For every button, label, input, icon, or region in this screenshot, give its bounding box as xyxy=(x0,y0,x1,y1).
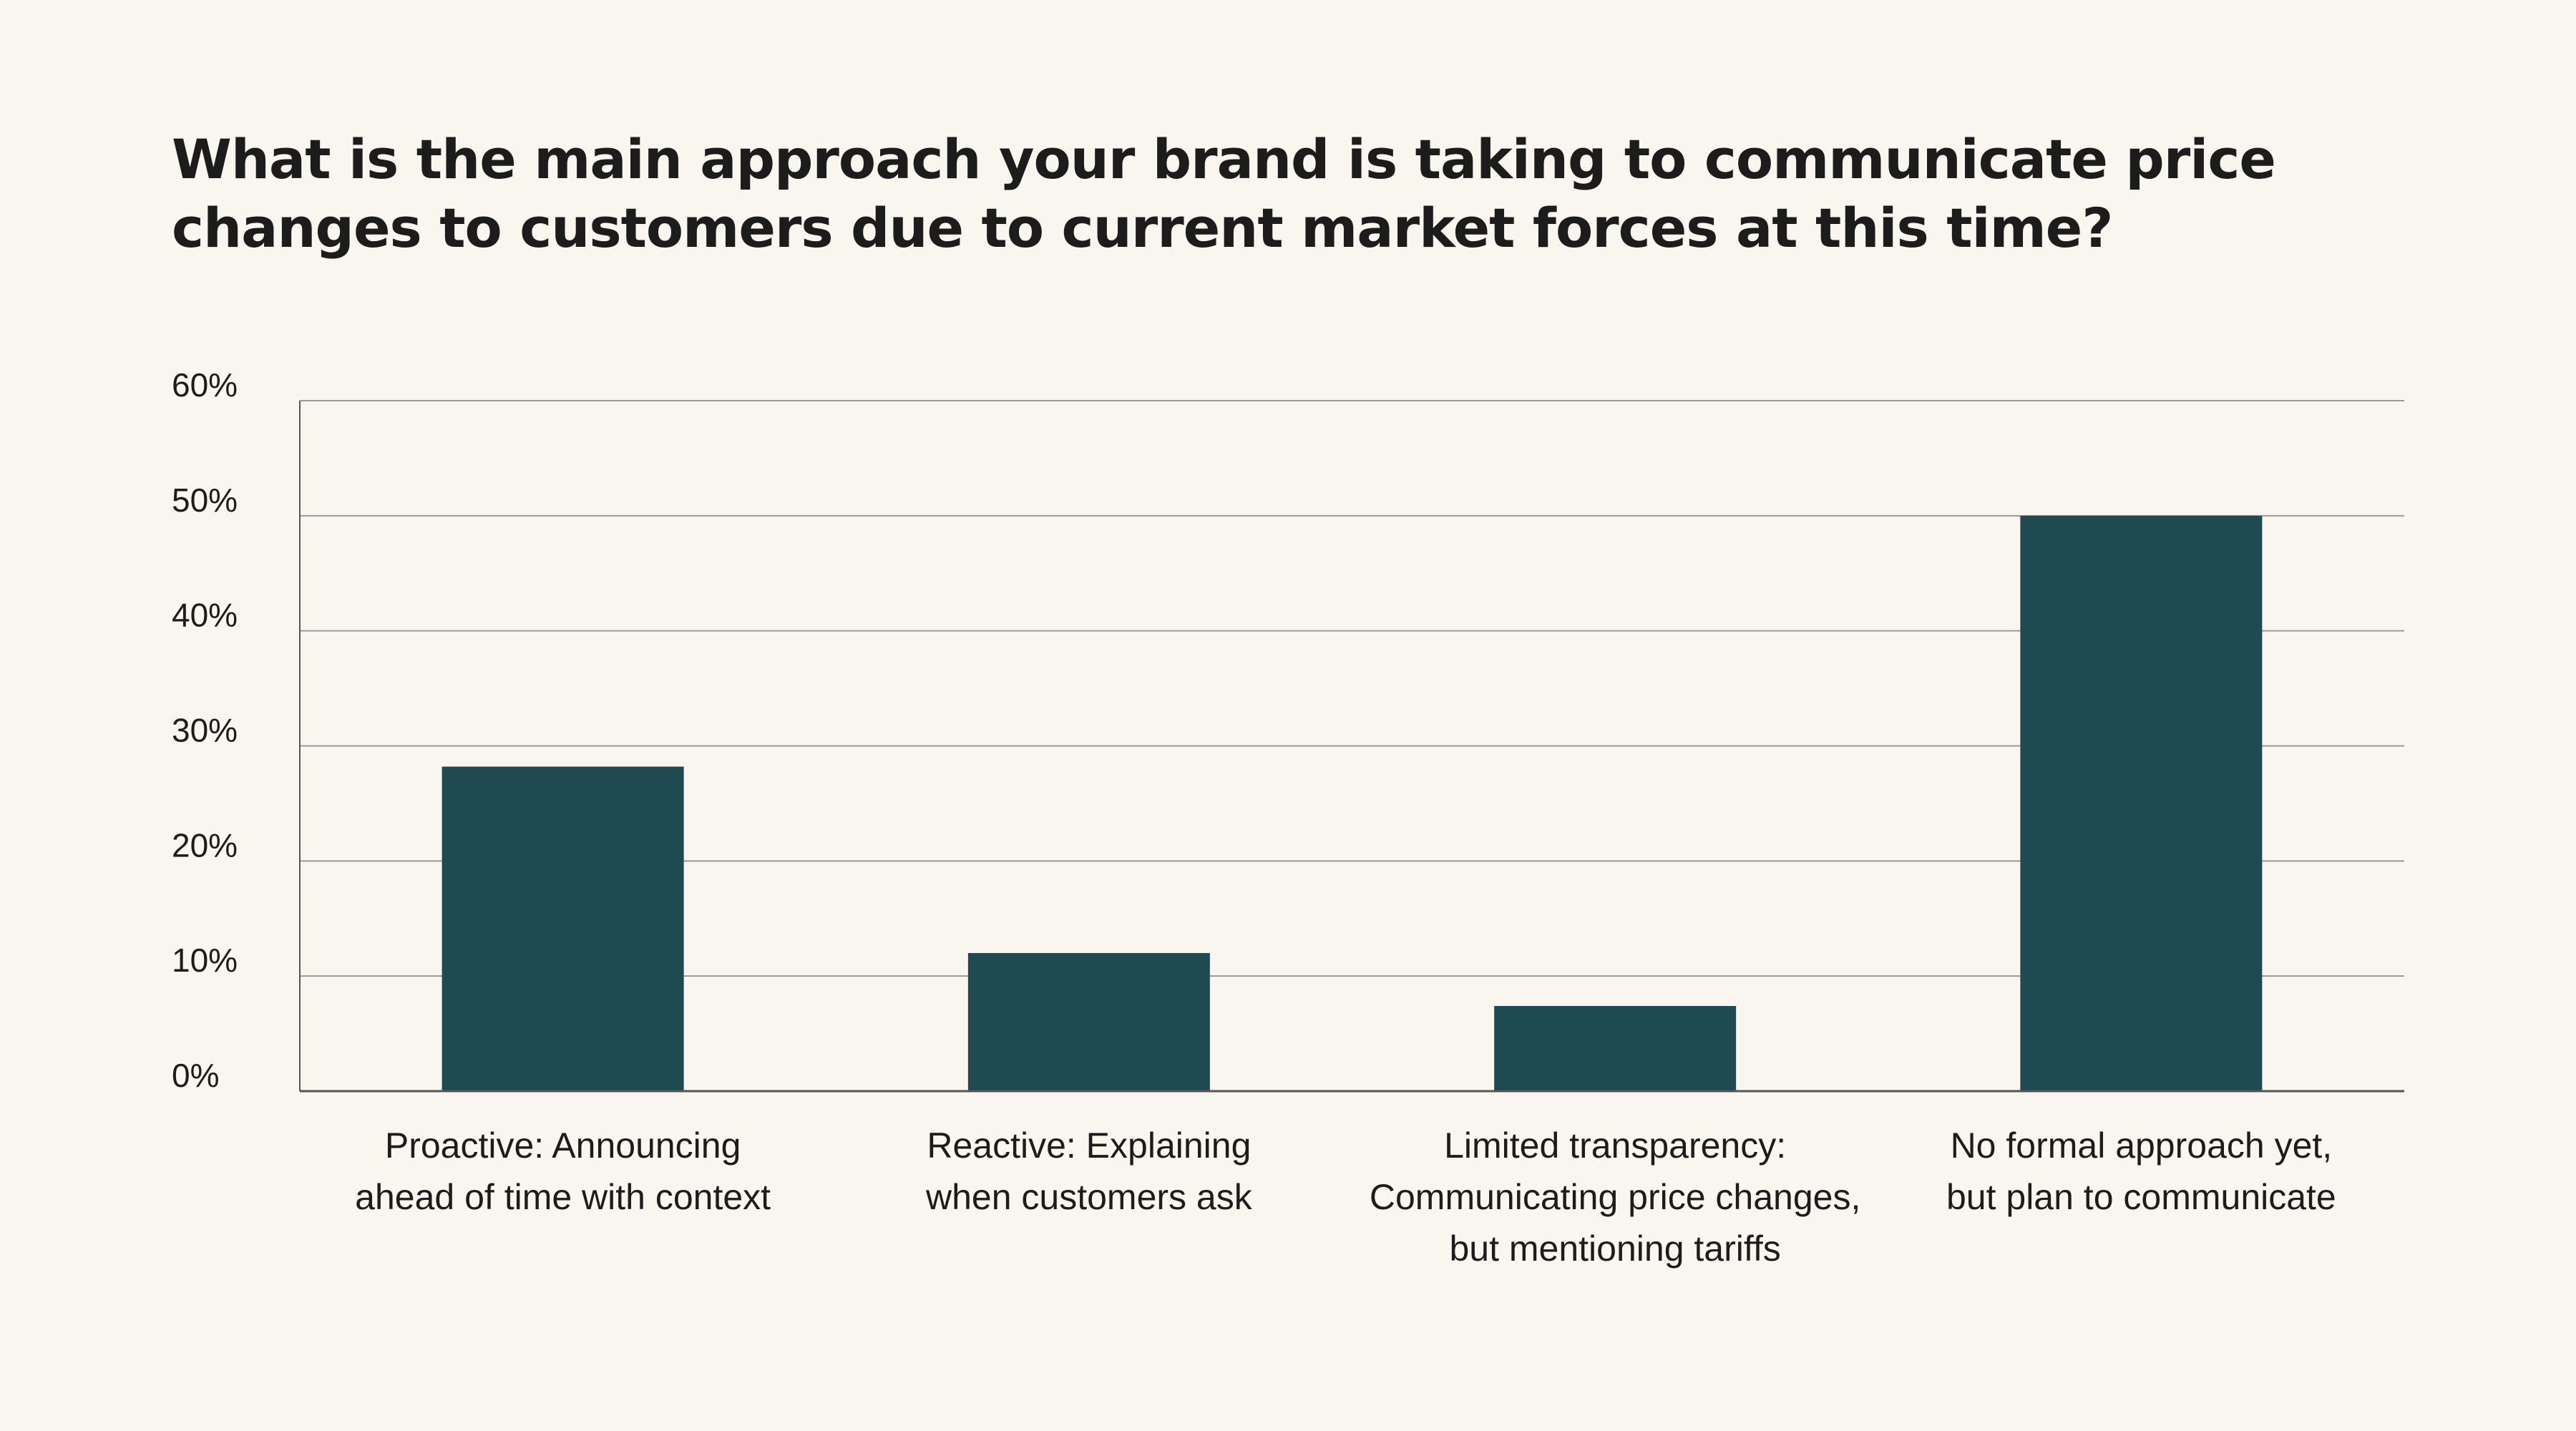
chart-title: What is the main approach your brand is … xyxy=(172,125,2462,263)
bars xyxy=(441,515,2263,1091)
x-category-label: No formal approach yet, but plan to commu… xyxy=(1946,1125,2336,1217)
x-category-label-line: but mentioning tariffs xyxy=(1450,1229,1781,1269)
x-category-label: Reactive: Explaining when customers ask xyxy=(925,1125,1253,1217)
y-tick-label: 0% xyxy=(172,1057,219,1094)
y-tick-label: 40% xyxy=(172,597,238,634)
chart-title-line-2: changes to customers due to current mark… xyxy=(172,196,2113,260)
y-tick-label: 60% xyxy=(172,366,238,404)
y-tick-label: 10% xyxy=(172,942,238,979)
y-tick-label: 20% xyxy=(172,826,238,864)
x-category-label-line: Communicating price changes, xyxy=(1370,1177,1860,1217)
x-category-label-line: No formal approach yet, xyxy=(1951,1125,2333,1166)
x-category-label-line: Reactive: Explaining xyxy=(927,1125,1251,1166)
x-category-label-line: Limited transparency: xyxy=(1444,1125,1786,1166)
y-tick-label: 50% xyxy=(172,482,238,519)
bar xyxy=(2020,515,2263,1091)
x-axis-labels: Proactive: Announcing ahead of time with … xyxy=(355,1125,2336,1269)
x-category-label-line: but plan to communicate xyxy=(1946,1177,2336,1217)
axes xyxy=(299,401,2404,1093)
bar xyxy=(1494,1005,1737,1091)
x-category-label-line: Proactive: Announcing xyxy=(385,1125,741,1166)
x-category-label: Proactive: Announcing ahead of time with … xyxy=(355,1125,771,1217)
x-category-label-line: ahead of time with context xyxy=(355,1177,771,1217)
bar xyxy=(967,953,1210,1091)
x-category-label-line: when customers ask xyxy=(925,1177,1253,1217)
y-tick-label: 30% xyxy=(172,712,238,749)
chart-title-line-1: What is the main approach your brand is … xyxy=(172,127,2276,191)
y-axis-ticks: 0% 10% 20% 30% 40% 50% 60% xyxy=(172,366,238,1094)
x-category-label: Limited transparency: Communicating price… xyxy=(1370,1125,1860,1269)
bar xyxy=(441,766,684,1091)
